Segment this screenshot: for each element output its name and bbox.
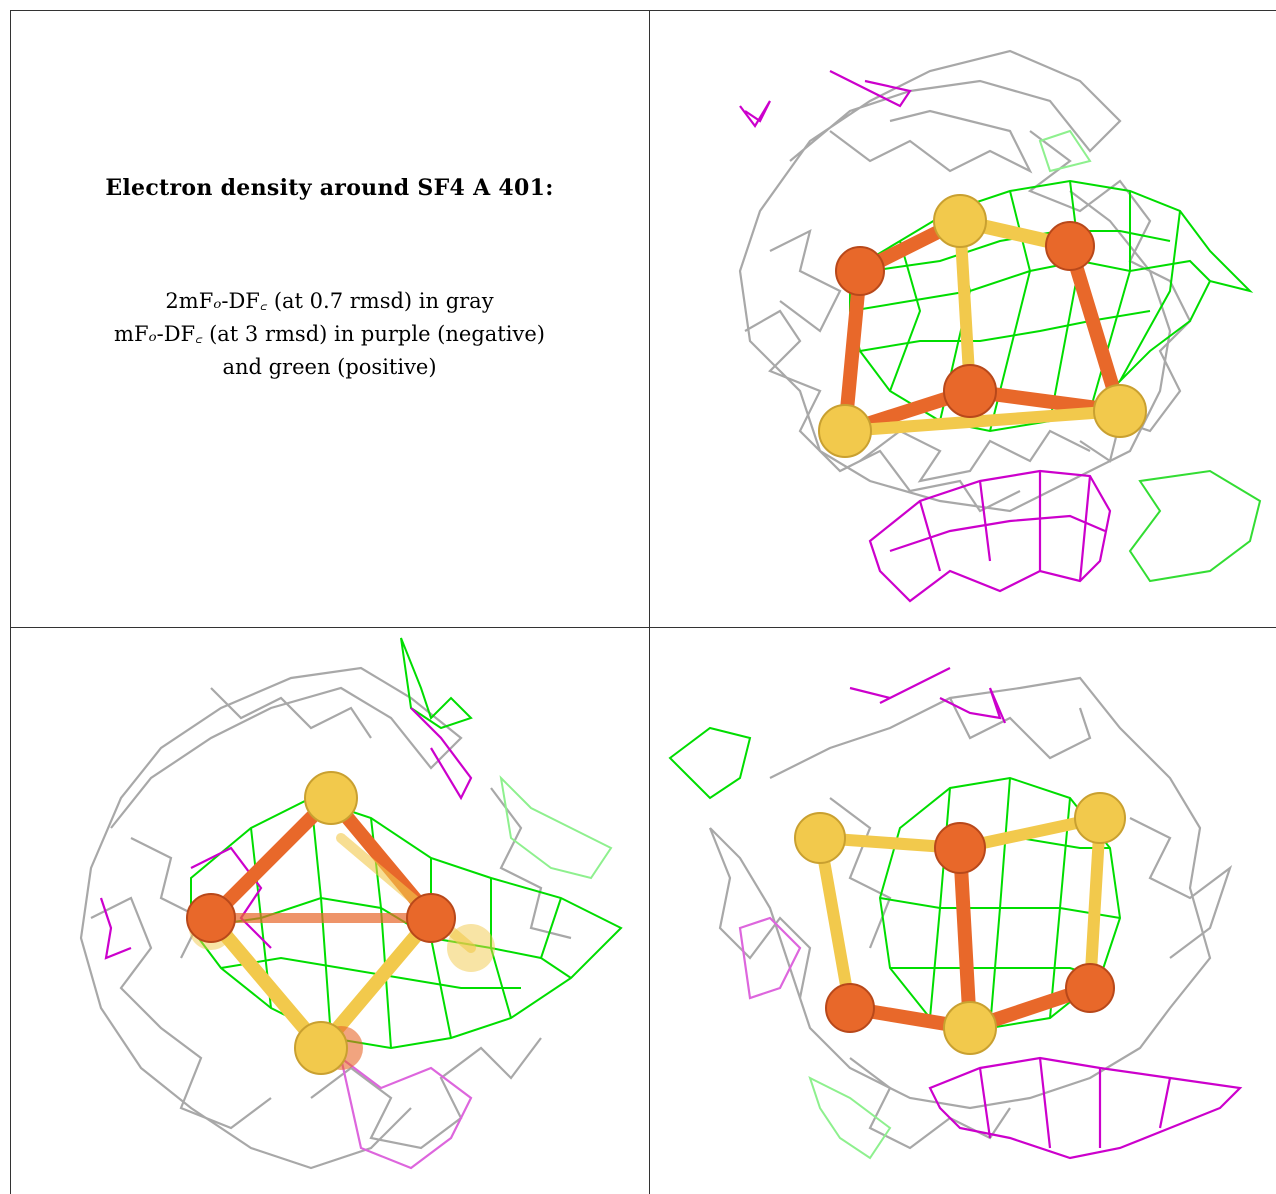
purple-mesh [738,667,1243,1160]
green-mesh [668,726,1122,1160]
density-panel-top-right [650,11,1276,627]
table-border-top [10,10,1276,11]
purple-mesh [99,707,473,1170]
table-border-middle-horizontal [10,627,1276,628]
density-render-3 [668,667,1243,1160]
caption-lines: 2mFₒ-DF꜀ (at 0.7 rmsd) in gray mFₒ-DF꜀ (… [10,285,649,384]
green-mesh [849,129,1262,583]
density-panel-bottom-right [650,628,1276,1194]
density-render-2 [79,637,623,1170]
table-border-left [10,10,11,1194]
sf4-atoms [186,771,495,1075]
caption-cell: Electron density around SF4 A 401: 2mFₒ-… [10,10,649,627]
figure-table: Electron density around SF4 A 401: 2mFₒ-… [10,10,1276,1194]
green-mesh [190,637,623,1050]
sf4-atoms [818,194,1147,458]
density-panel-bottom-left [11,628,649,1194]
caption-line-2fofc: 2mFₒ-DF꜀ (at 0.7 rmsd) in gray [165,289,494,313]
table-border-middle-vertical [649,10,650,1194]
gray-mesh [708,676,1233,1150]
density-render-1 [738,49,1262,603]
purple-mesh [739,70,1112,603]
caption-line-3: and green (positive) [222,355,437,379]
gray-mesh [79,666,572,1170]
sf4-atoms [794,792,1126,1055]
caption-line-fofc: mFₒ-DF꜀ (at 3 rmsd) in purple (negative) [114,322,545,346]
caption-title: Electron density around SF4 A 401: [105,175,554,201]
